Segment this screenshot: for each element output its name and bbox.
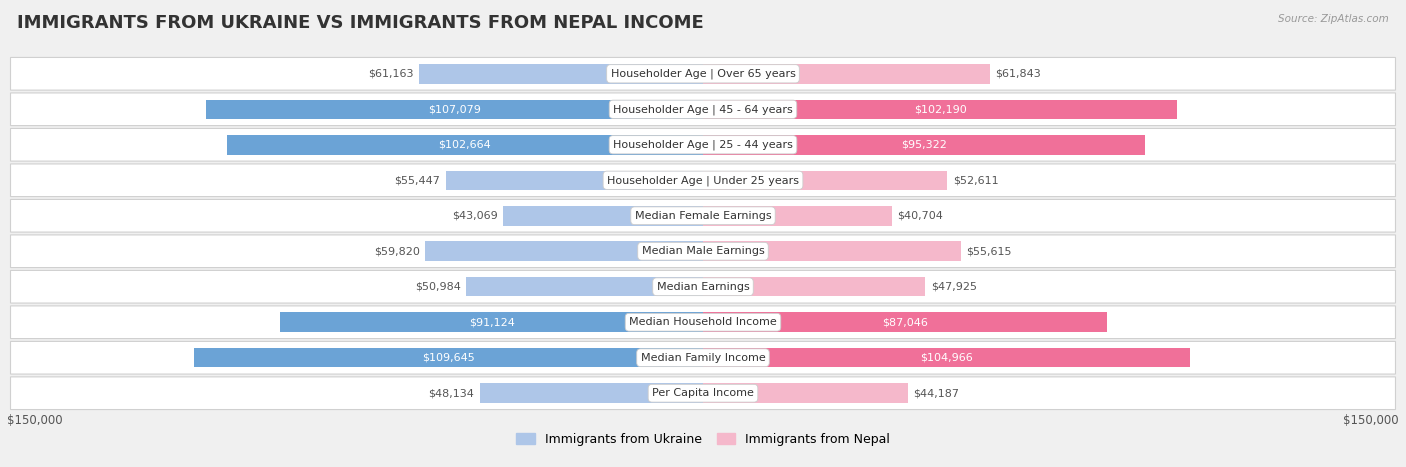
Bar [703,348,1189,368]
Text: $52,611: $52,611 [953,175,998,185]
Text: $91,124: $91,124 [468,317,515,327]
FancyBboxPatch shape [10,341,1396,374]
Text: $50,984: $50,984 [415,282,461,292]
Text: $44,187: $44,187 [914,388,959,398]
Text: $104,966: $104,966 [920,353,973,363]
FancyBboxPatch shape [10,270,1396,303]
Text: Median Household Income: Median Household Income [628,317,778,327]
Text: IMMIGRANTS FROM UKRAINE VS IMMIGRANTS FROM NEPAL INCOME: IMMIGRANTS FROM UKRAINE VS IMMIGRANTS FR… [17,14,703,32]
FancyBboxPatch shape [10,164,1396,197]
Bar [479,383,703,403]
Text: $48,134: $48,134 [429,388,474,398]
Bar [703,99,1177,119]
Text: $55,447: $55,447 [394,175,440,185]
Text: Median Female Earnings: Median Female Earnings [634,211,772,221]
Text: $150,000: $150,000 [1343,414,1399,427]
Bar [194,348,703,368]
Bar [446,170,703,190]
Text: $61,843: $61,843 [995,69,1042,79]
Text: $59,820: $59,820 [374,246,420,256]
Bar [703,241,962,261]
Text: $47,925: $47,925 [931,282,977,292]
Text: Householder Age | 25 - 44 years: Householder Age | 25 - 44 years [613,140,793,150]
Text: $102,190: $102,190 [914,104,966,114]
Text: $150,000: $150,000 [7,414,63,427]
Text: $87,046: $87,046 [882,317,928,327]
Text: Source: ZipAtlas.com: Source: ZipAtlas.com [1278,14,1389,24]
Bar [703,64,990,84]
Text: $95,322: $95,322 [901,140,948,150]
FancyBboxPatch shape [10,199,1396,232]
Text: $43,069: $43,069 [451,211,498,221]
Text: $102,664: $102,664 [439,140,491,150]
Bar [703,383,908,403]
Bar [226,135,703,155]
Text: $55,615: $55,615 [966,246,1012,256]
Text: Median Male Earnings: Median Male Earnings [641,246,765,256]
Text: Median Earnings: Median Earnings [657,282,749,292]
Bar [207,99,703,119]
Bar [503,206,703,226]
Bar [467,277,703,297]
FancyBboxPatch shape [10,306,1396,339]
Bar [703,135,1146,155]
FancyBboxPatch shape [10,128,1396,161]
Bar [703,277,925,297]
Bar [419,64,703,84]
Bar [426,241,703,261]
Text: Householder Age | Over 65 years: Householder Age | Over 65 years [610,69,796,79]
Text: $109,645: $109,645 [422,353,475,363]
FancyBboxPatch shape [10,377,1396,410]
Text: $40,704: $40,704 [897,211,943,221]
Bar [703,170,948,190]
FancyBboxPatch shape [10,57,1396,90]
Bar [703,206,891,226]
Text: Householder Age | 45 - 64 years: Householder Age | 45 - 64 years [613,104,793,114]
Bar [280,312,703,332]
Bar [703,312,1107,332]
FancyBboxPatch shape [10,235,1396,268]
Legend: Immigrants from Ukraine, Immigrants from Nepal: Immigrants from Ukraine, Immigrants from… [510,428,896,451]
Text: $61,163: $61,163 [368,69,413,79]
Text: Householder Age | Under 25 years: Householder Age | Under 25 years [607,175,799,185]
Text: Median Family Income: Median Family Income [641,353,765,363]
FancyBboxPatch shape [10,93,1396,126]
Text: $107,079: $107,079 [429,104,481,114]
Text: Per Capita Income: Per Capita Income [652,388,754,398]
